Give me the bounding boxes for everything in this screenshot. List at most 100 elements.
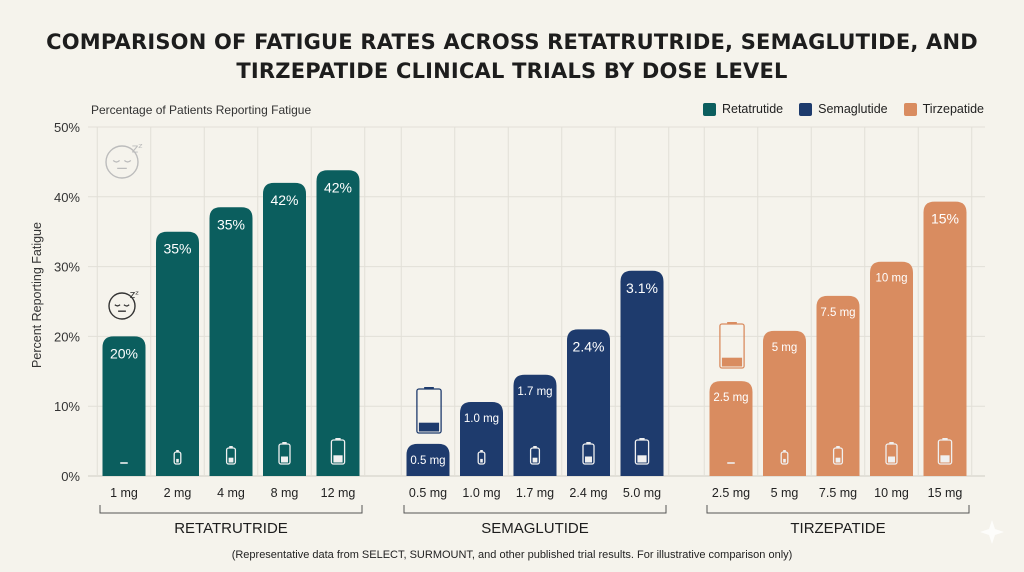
x-tick-label: 5 mg (771, 486, 799, 500)
legend-label: Tirzepatide (922, 102, 984, 116)
data-label: 2.5 mg (713, 392, 748, 404)
battery-icon (480, 458, 483, 463)
battery-icon (480, 450, 483, 452)
bar (870, 261, 913, 476)
legend-item-retatrutide: Retatrutide (702, 102, 784, 116)
x-tick-label: 1.7 mg (516, 486, 554, 500)
data-label: 42% (324, 179, 352, 195)
battery-icon (281, 456, 288, 463)
bar (460, 402, 503, 476)
data-label: 20% (110, 345, 138, 361)
battery-icon (889, 442, 894, 444)
battery-icon (727, 462, 735, 464)
x-tick-label: 2.4 mg (569, 486, 607, 500)
group-bracket (706, 505, 970, 514)
x-tick-label: 5.0 mg (623, 486, 661, 500)
legend-swatch (903, 102, 917, 116)
bar (156, 231, 199, 476)
data-label: 42% (270, 192, 298, 208)
bar (763, 330, 806, 476)
battery-icon (282, 442, 287, 444)
x-tick-label: 7.5 mg (819, 486, 857, 500)
battery-icon (424, 387, 434, 389)
bar (567, 329, 610, 476)
y-tick-label: 40% (54, 190, 80, 205)
y-tick-label: 0% (61, 469, 80, 484)
battery-icon (335, 438, 341, 440)
sparkle-icon (980, 520, 1004, 544)
battery-icon (585, 456, 592, 463)
legend-item-semaglutide: Semaglutide (799, 102, 888, 116)
data-label: 3.1% (626, 280, 658, 296)
series-retatrutide: 20% 1 mg 35% 2 mg 35% 4 mg 42% 8 mg 42% 12 mg RETA… (99, 170, 363, 537)
legend-label: Semaglutide (818, 102, 888, 116)
bar (620, 270, 664, 476)
battery-icon (783, 458, 786, 463)
data-label: 5 mg (772, 342, 798, 354)
battery-icon (176, 450, 179, 452)
data-label: 35% (163, 241, 191, 257)
bar (209, 207, 253, 476)
legend-item-tirzepatide: Tirzepatide (903, 102, 984, 116)
battery-icon (228, 457, 234, 463)
battery-icon (888, 456, 895, 463)
data-label: 1.7 mg (517, 386, 552, 398)
bar (816, 295, 860, 476)
battery-icon (586, 442, 591, 444)
x-tick-label: 10 mg (874, 486, 909, 500)
data-label: 7.5 mg (820, 307, 855, 319)
group-label: SEMAGLUTIDE (481, 520, 589, 537)
x-tick-label: 12 mg (321, 486, 356, 500)
sleeping-face-icon (114, 304, 130, 312)
bar (513, 374, 557, 476)
group-bracket (99, 505, 363, 514)
x-tick-label: 2.5 mg (712, 486, 750, 500)
bar (406, 443, 450, 476)
footnote: (Representative data from SELECT, SURMOU… (231, 549, 793, 561)
x-tick-label: 0.5 mg (409, 486, 447, 500)
x-tick-label: 2 mg (164, 486, 192, 500)
data-label: 35% (217, 216, 245, 232)
legend-swatch (799, 102, 813, 116)
sleeping-face-icon: zᶻ (132, 141, 143, 156)
sleeping-face-icon (105, 145, 139, 179)
bar (709, 381, 753, 476)
battery-icon (120, 462, 128, 464)
sleeping-face-icon (112, 159, 132, 170)
x-tick-label: 15 mg (928, 486, 963, 500)
battery-icon (942, 438, 948, 440)
sleeping-face-icon (108, 292, 136, 320)
x-tick-label: 8 mg (271, 486, 299, 500)
battery-icon (176, 458, 179, 463)
battery-icon (783, 450, 786, 452)
x-tick-label: 4 mg (217, 486, 245, 500)
bar (263, 182, 306, 476)
bar (923, 201, 967, 476)
legend-label: Retatrutide (721, 102, 784, 116)
series-tirzepatide: 2.5 mg 2.5 mg 5 mg 5 mg 7.5 mg 7.5 mg 10 mg 10 … (706, 201, 970, 537)
x-tick-label: 1.0 mg (462, 486, 500, 500)
data-label: 1.0 mg (464, 413, 499, 425)
battery-icon (637, 455, 647, 463)
y-axis-label: Percent Reporting Fatigue (30, 222, 44, 368)
y-tick-label: 50% (54, 120, 80, 135)
battery-icon (721, 357, 743, 367)
series-semaglutide: 0.5 mg 0.5 mg 1.0 mg 1.0 mg 1.7 mg 1.7 mg 2.4%… (403, 270, 667, 537)
battery-icon (940, 455, 950, 463)
y-tick-label: 30% (54, 260, 80, 275)
battery-icon (333, 455, 343, 463)
data-label: 2.4% (573, 338, 605, 354)
data-label: 15% (931, 211, 959, 227)
legend-swatch (702, 102, 716, 116)
group-label: RETATRUTRIDE (174, 520, 288, 537)
x-tick-label: 1 mg (110, 486, 138, 500)
battery-icon (532, 457, 538, 463)
battery-icon (533, 446, 537, 448)
y-tick-label: 10% (54, 399, 80, 414)
battery-icon (229, 446, 233, 448)
group-label: TIRZEPATIDE (790, 520, 885, 537)
battery-icon (418, 422, 440, 432)
battery-icon (727, 322, 737, 324)
bar (316, 170, 360, 476)
